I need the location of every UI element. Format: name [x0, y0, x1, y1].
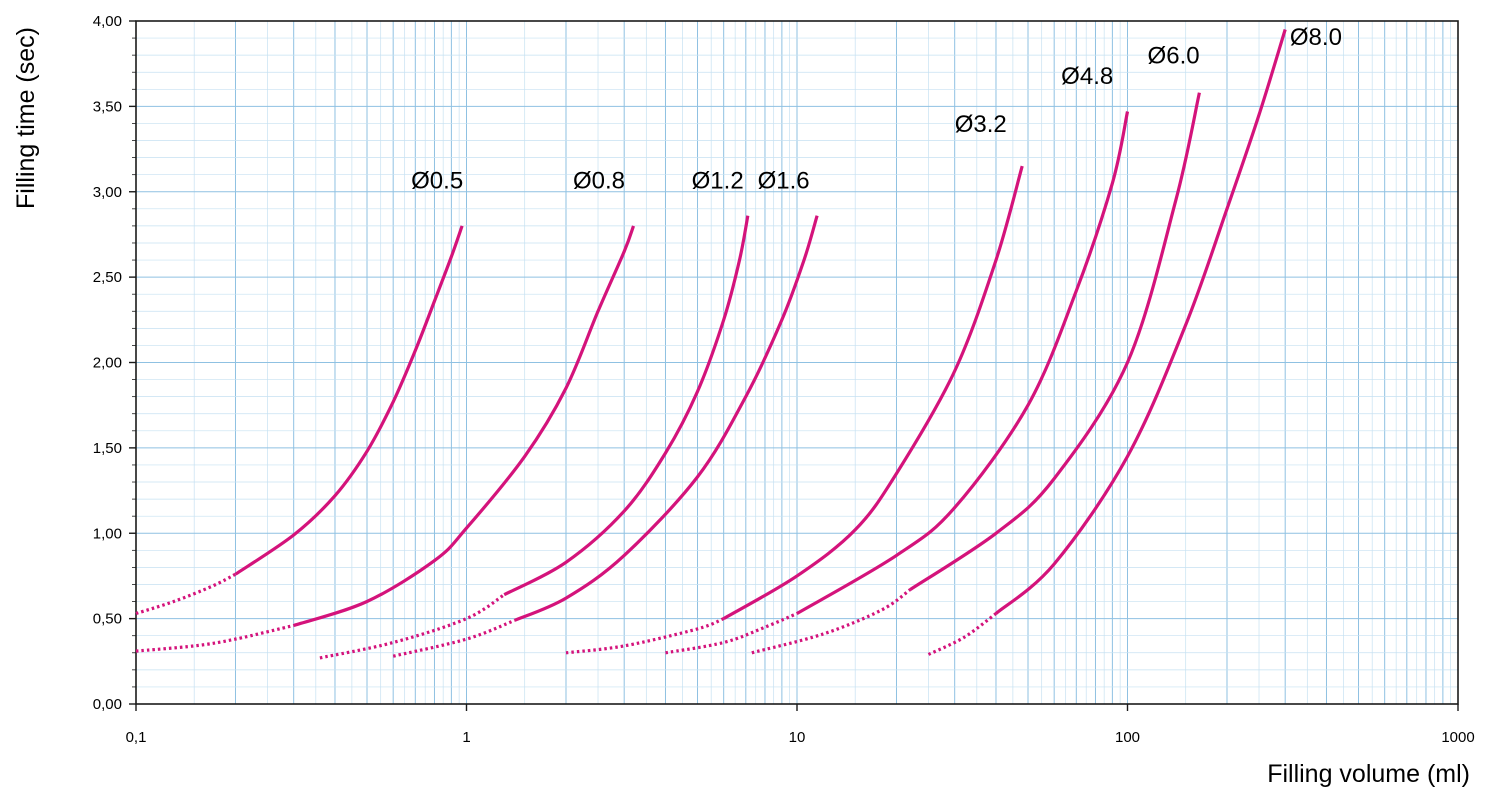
- series-16: [392, 215, 819, 658]
- grid: [136, 21, 1458, 704]
- series-48: [665, 111, 1130, 655]
- y-tick-label: 3,00: [93, 184, 122, 201]
- y-tick-label: 0,50: [93, 611, 122, 628]
- series-solid-line: [722, 165, 1024, 620]
- series-solid-line: [514, 215, 819, 622]
- series-labels: Ø0.5 Ø0.8 Ø1.2 Ø1.6 Ø3.2 Ø4.8 Ø6.0 Ø8.0: [411, 24, 1342, 194]
- x-tick-label: 1: [462, 729, 470, 746]
- axis-ticks: 0,1 1 10 100 1000 0,00 0,50 1,00 1,50 2,00 2,50 3,0…: [93, 13, 1475, 746]
- series-label: Ø1.6: [758, 167, 810, 194]
- y-tick-label: 4,00: [93, 13, 122, 30]
- series-lines: [135, 29, 1287, 660]
- x-tick-label: 100: [1115, 729, 1140, 746]
- x-axis-title: Filling volume (ml): [1267, 760, 1470, 788]
- y-tick-label: 1,50: [93, 440, 122, 457]
- y-axis-title: Filling time (sec): [12, 27, 40, 209]
- series-label: Ø0.8: [573, 167, 625, 194]
- y-tick-label: 2,00: [93, 355, 122, 372]
- series-solid-line: [503, 215, 750, 597]
- x-tick-label: 1000: [1441, 729, 1474, 746]
- series-08: [135, 225, 636, 653]
- series-60: [751, 92, 1201, 655]
- y-tick-label: 0,00: [93, 696, 122, 713]
- x-tick-label: 0,1: [126, 729, 147, 746]
- series-12: [319, 215, 750, 660]
- series-05: [135, 225, 464, 616]
- series-dotted-segment: [319, 593, 506, 660]
- series-solid-line: [796, 111, 1130, 615]
- series-label: Ø8.0: [1290, 24, 1342, 51]
- x-tick-label: 10: [789, 729, 806, 746]
- series-32: [565, 165, 1024, 655]
- series-label: Ø1.2: [692, 167, 744, 194]
- y-tick-label: 1,00: [93, 525, 122, 542]
- series-label: Ø6.0: [1148, 43, 1200, 70]
- series-solid-line: [234, 225, 464, 576]
- y-tick-label: 3,50: [93, 98, 122, 115]
- series-dotted-segment: [665, 612, 798, 655]
- series-dotted-segment: [927, 612, 997, 656]
- series-solid-line: [994, 29, 1287, 615]
- series-label: Ø3.2: [955, 111, 1007, 138]
- series-label: Ø0.5: [411, 167, 463, 194]
- y-tick-label: 2,50: [93, 269, 122, 286]
- series-80: [927, 29, 1287, 656]
- series-dotted-segment: [135, 572, 237, 616]
- series-solid-line: [293, 225, 636, 628]
- series-solid-line: [909, 92, 1201, 591]
- series-dotted-segment: [135, 623, 295, 653]
- series-label: Ø4.8: [1061, 63, 1113, 90]
